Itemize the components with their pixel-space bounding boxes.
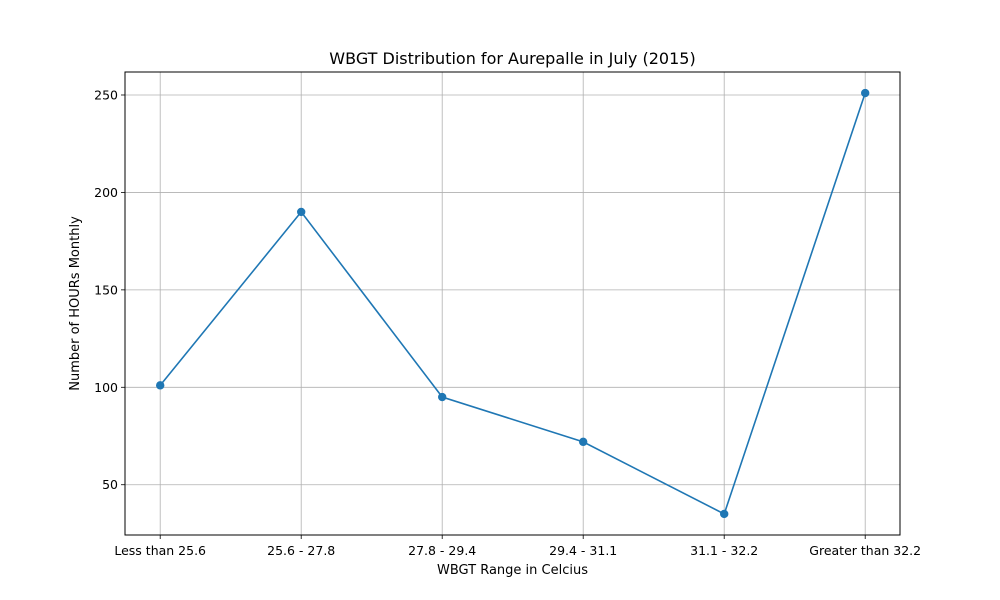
x-axis-label: WBGT Range in Celcius — [437, 563, 588, 578]
x-tick-label: 29.4 - 31.1 — [549, 543, 617, 558]
y-tick-label: 200 — [94, 185, 118, 200]
chart-title: WBGT Distribution for Aurepalle in July … — [329, 49, 695, 68]
data-point — [720, 509, 729, 519]
axis-ticks: Less than 25.6 25.6 - 27.8 27.8 - 29.4 29.4… — [94, 87, 921, 558]
y-tick-label: 150 — [94, 282, 118, 297]
plot-area-frame — [124, 71, 901, 536]
x-tick-label: Greater than 32.2 — [809, 543, 921, 558]
data-point — [438, 392, 447, 402]
data-point — [579, 437, 588, 447]
data-point — [861, 88, 870, 98]
data-point — [297, 207, 306, 217]
x-tick-label: Less than 25.6 — [114, 543, 206, 558]
series-line — [159, 92, 866, 516]
grid-lines — [125, 72, 900, 535]
y-axis-label: Number of HOURs Monthly — [68, 216, 83, 391]
data-point — [156, 381, 165, 390]
x-tick-label: 25.6 - 27.8 — [267, 543, 335, 558]
y-tick-label: 50 — [102, 477, 118, 492]
series-line-group — [156, 88, 870, 519]
y-tick-label: 250 — [94, 87, 118, 102]
x-tick-label: 31.1 - 32.2 — [690, 543, 758, 558]
x-tick-label: 27.8 - 29.4 — [408, 543, 476, 558]
y-tick-label: 100 — [94, 380, 118, 395]
